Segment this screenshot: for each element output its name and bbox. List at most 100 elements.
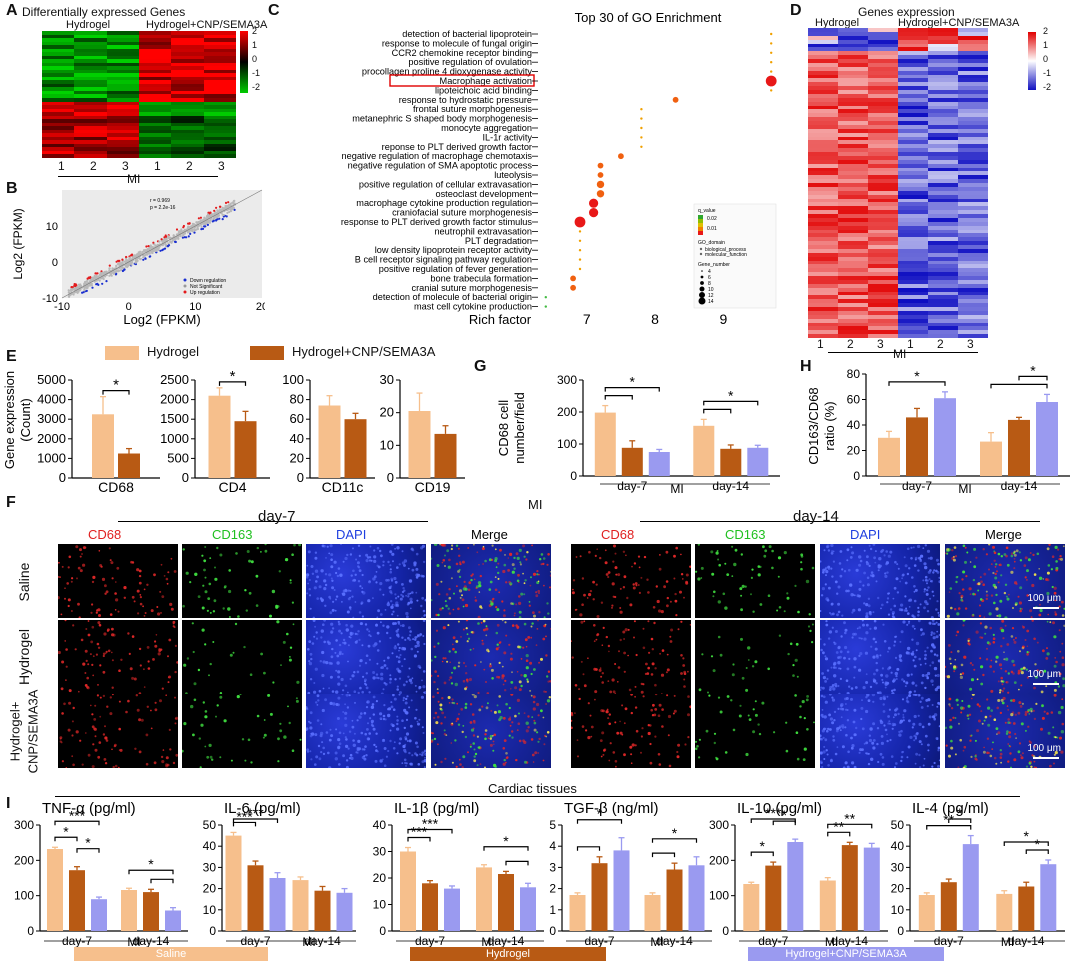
fluorescent-speck xyxy=(1010,635,1014,638)
fluorescent-speck xyxy=(396,614,399,617)
fluorescent-speck xyxy=(841,724,845,728)
fluorescent-speck xyxy=(794,584,797,587)
heatmap-cell xyxy=(898,148,928,152)
fluorescent-speck xyxy=(897,567,900,570)
fluorescent-speck xyxy=(279,722,282,725)
fluorescent-speck xyxy=(726,695,730,698)
heatmap-cell xyxy=(928,78,958,83)
fluorescent-speck xyxy=(689,565,691,568)
fluorescent-speck xyxy=(651,662,655,666)
heatmap-cell xyxy=(868,214,898,218)
fluorescent-speck xyxy=(331,690,335,693)
fluorescent-speck xyxy=(70,580,73,583)
fluorescent-speck xyxy=(417,763,421,766)
fluorescent-speck xyxy=(871,574,875,578)
fluorescent-speck xyxy=(327,641,331,645)
fluorescent-speck xyxy=(387,749,390,753)
fluorescent-speck xyxy=(435,613,438,617)
fluorescent-speck xyxy=(241,738,245,741)
fluorescent-speck xyxy=(170,557,173,560)
go-term-label: response to PLT derived growth factor st… xyxy=(341,217,533,227)
fluorescent-speck xyxy=(485,634,488,637)
go-dot xyxy=(770,89,773,92)
fluorescent-speck xyxy=(884,572,887,575)
fluorescent-speck xyxy=(617,681,619,683)
heatmap-cell xyxy=(203,45,236,49)
fluorescent-speck xyxy=(889,722,891,725)
fluorescent-speck xyxy=(1004,624,1007,627)
panel-f-day14-line xyxy=(640,521,1040,522)
fluorescent-speck xyxy=(105,590,109,594)
scatter-point xyxy=(206,221,209,224)
fluorescent-speck xyxy=(89,653,92,656)
heatmap-cell xyxy=(138,105,172,109)
fluorescent-speck xyxy=(905,607,908,610)
fluorescent-speck xyxy=(1060,557,1063,561)
fluorescent-speck xyxy=(957,650,960,653)
fluorescent-speck xyxy=(408,678,413,682)
heatmap-cell xyxy=(898,287,928,292)
fluorescent-speck xyxy=(68,701,72,705)
heatmap-cell xyxy=(928,152,958,156)
fluorescent-speck xyxy=(837,684,840,688)
fluorescent-speck xyxy=(423,766,426,768)
fluorescent-speck xyxy=(376,616,379,618)
go-term-label: low density lipoprotein receptor activit… xyxy=(375,245,533,255)
fluorescent-speck xyxy=(344,684,348,688)
fluorescent-speck xyxy=(831,684,835,687)
fluorescent-speck xyxy=(676,750,679,754)
fluorescent-speck xyxy=(923,606,926,610)
heatmap-cell xyxy=(958,241,988,245)
fluorescent-speck xyxy=(72,706,75,710)
fluorescent-speck xyxy=(831,721,835,725)
heatmap-cell xyxy=(838,310,868,315)
heatmap-cell xyxy=(958,206,988,211)
fluorescent-speck xyxy=(840,635,843,638)
fluorescent-speck xyxy=(918,740,922,744)
row-label: Hydrogel xyxy=(16,628,32,686)
fluorescent-speck xyxy=(745,752,749,757)
fluorescent-speck xyxy=(440,760,443,764)
heatmap-cell xyxy=(928,117,958,121)
fluorescent-speck xyxy=(87,753,91,757)
fluorescent-speck xyxy=(641,727,644,730)
fluorescent-speck xyxy=(115,598,119,602)
fluorescent-speck xyxy=(264,544,267,546)
heatmap-cell xyxy=(928,264,958,269)
fluorescent-speck xyxy=(979,657,982,660)
fluorescent-speck xyxy=(408,751,411,755)
fluorescent-speck xyxy=(824,700,828,704)
fluorescent-speck xyxy=(165,763,168,767)
heatmap-cell xyxy=(958,101,988,106)
fluorescent-speck xyxy=(571,591,575,595)
column-label: 3 xyxy=(218,159,225,173)
fluorescent-speck xyxy=(811,623,814,626)
fluorescent-speck xyxy=(632,583,635,586)
fluorescent-speck xyxy=(924,734,928,738)
heatmap-cell xyxy=(171,122,204,127)
fluorescent-speck xyxy=(481,639,484,642)
heatmap-cell xyxy=(138,31,172,35)
fluorescent-speck xyxy=(946,552,949,555)
fluorescent-speck xyxy=(396,566,399,569)
heatmap-cell xyxy=(928,171,958,176)
fluorescent-speck xyxy=(918,753,921,757)
fluorescent-speck xyxy=(342,638,346,642)
heatmap-cell xyxy=(898,299,928,304)
bar xyxy=(693,425,715,476)
go-dot xyxy=(570,275,576,282)
fluorescent-speck xyxy=(680,573,684,576)
fluorescent-speck xyxy=(334,751,338,755)
fluorescent-speck xyxy=(868,544,871,547)
fluorescent-speck xyxy=(886,601,889,604)
fluorescent-speck xyxy=(533,668,536,671)
y-tick-label: -10 xyxy=(42,293,58,305)
fluorescent-speck xyxy=(927,698,931,702)
heatmap-cell xyxy=(838,276,868,280)
go-term-label: positive regulation of ovulation xyxy=(408,57,532,67)
heatmap-cell xyxy=(203,55,236,60)
fluorescent-speck xyxy=(386,656,390,660)
heatmap-cell xyxy=(898,322,928,327)
fluorescent-speck xyxy=(408,579,413,583)
fluorescent-speck xyxy=(92,674,95,677)
